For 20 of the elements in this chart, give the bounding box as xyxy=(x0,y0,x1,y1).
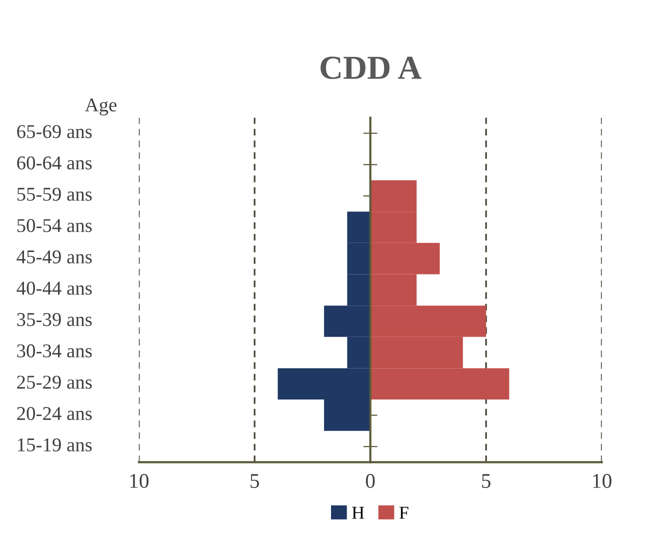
y-tick-label: 20-24 ans xyxy=(17,406,92,420)
y-tick-label: 30-34 ans xyxy=(17,344,92,358)
y-tick-label: 45-49 ans xyxy=(16,250,92,264)
y-tick-label: 55-59 ans xyxy=(17,188,92,201)
y-tick-label: 40-44 ans xyxy=(16,282,92,295)
x-tick-label: 5 xyxy=(482,474,490,488)
legend-label: H xyxy=(352,506,364,519)
y-tick-label: 15-19 ans xyxy=(18,438,92,452)
y-tick-label: 35-39 ans xyxy=(17,313,92,326)
x-tick-label: 10 xyxy=(130,474,148,488)
y-tick-label: 25-29 ans xyxy=(17,376,92,389)
chart-title: CDD A xyxy=(320,56,422,80)
y-axis-title: Age xyxy=(84,98,116,116)
legend-label: F xyxy=(399,506,408,519)
x-tick-label: 10 xyxy=(593,474,612,488)
x-tick-label: 5 xyxy=(250,474,259,488)
y-tick-label: 60-64 ans xyxy=(17,156,92,170)
y-tick-label: 65-69 ans xyxy=(17,125,92,138)
x-tick-label: 0 xyxy=(366,474,375,488)
y-tick-label: 50-54 ans xyxy=(17,219,92,232)
